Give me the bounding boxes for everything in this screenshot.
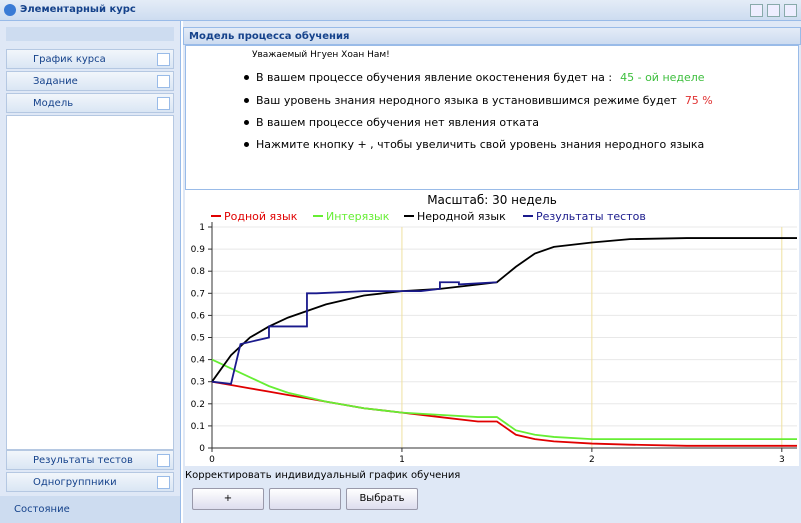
collapse-bar[interactable]: [6, 27, 174, 41]
x-tick-label: 0: [209, 455, 215, 465]
bullet-text: Нажмите кнопку + , чтобы увеличить свой …: [256, 138, 705, 151]
footer-label: Корректировать индивидуальный график обу…: [185, 470, 461, 481]
chart-bg: [185, 190, 799, 466]
y-tick-label: 0.9: [191, 245, 206, 255]
nav-item[interactable]: Результаты тестов: [6, 450, 174, 470]
bullet: Нажмите кнопку + , чтобы увеличить свой …: [243, 138, 705, 151]
chart-title: Масштаб: 30 недель: [427, 193, 557, 207]
y-tick-label: 0.5: [191, 334, 205, 344]
bullet: В вашем процессе обучения явление окосте…: [244, 71, 705, 84]
minimize[interactable]: [750, 4, 763, 17]
select-button[interactable]: Выбрать: [346, 488, 418, 510]
nav-label: Задание: [33, 76, 78, 87]
status-bar: Состояние: [0, 496, 180, 523]
bullet-text: Ваш уровень знания неродного языка в уст…: [256, 94, 677, 107]
y-tick-label: 0.8: [191, 267, 206, 277]
bullet-highlight: 45 - ой неделе: [620, 71, 705, 84]
panel-header: Модель процесса обучения: [183, 27, 801, 45]
y-tick-label: 0.1: [191, 422, 205, 432]
main-panel: Модель процесса обучения Уважаемый Нгуен…: [183, 21, 801, 523]
y-tick-label: 0.7: [191, 289, 205, 299]
nav-item[interactable]: Задание: [6, 71, 174, 91]
nav-item[interactable]: Модель: [6, 93, 174, 113]
x-tick-label: 3: [779, 455, 785, 465]
legend-label: Результаты тестов: [536, 210, 646, 223]
button-label: +: [223, 493, 233, 504]
y-tick-label: 0.4: [191, 356, 206, 366]
nav-label: График курса: [33, 54, 106, 65]
series-line: [211, 281, 497, 385]
nav-label: Модель: [33, 98, 74, 109]
panel-title: Модель процесса обучения: [189, 31, 350, 42]
legend-label: Интерязык: [326, 210, 390, 223]
title-bar: Элементарный курс: [0, 0, 801, 21]
series-line: [211, 380, 797, 447]
legend-label: Неродной язык: [417, 210, 506, 223]
nav-item[interactable]: График курса: [6, 49, 174, 69]
info-box: Уважаемый Нгуен Хоан Нам! В вашем процес…: [185, 45, 799, 190]
y-tick-label: 0: [199, 444, 205, 454]
app-icon: [4, 4, 16, 16]
legend-label: Родной язык: [224, 210, 298, 223]
bullet-text: В вашем процессе обучения явление окосте…: [256, 71, 613, 84]
nav-label: Одногруппники: [33, 477, 117, 488]
nav-item[interactable]: Одногруппники: [6, 472, 174, 492]
sidebar: График курса Задание Модель Результаты т…: [0, 21, 181, 523]
series-line: [211, 237, 797, 383]
x-tick-label: 2: [589, 455, 595, 465]
plus-button[interactable]: +: [192, 488, 264, 510]
close[interactable]: [784, 4, 797, 17]
blank-button[interactable]: [269, 488, 341, 510]
y-tick-label: 0.2: [191, 400, 205, 410]
chart: Масштаб: 30 недель 0 0.1 0.2 0.3 0.4 0.5 0.6 0.7…: [191, 193, 797, 465]
nav-content: [6, 115, 174, 450]
bullet-text: В вашем процессе обучения нет явления от…: [256, 116, 540, 129]
greeting: Уважаемый Нгуен Хоан Нам!: [252, 50, 390, 60]
series-line: [211, 358, 797, 441]
y-tick-label: 0.6: [191, 311, 206, 321]
status-label: Состояние: [14, 504, 70, 515]
maximize[interactable]: [767, 4, 780, 17]
bullet-highlight: 75 %: [684, 94, 713, 107]
bullet: В вашем процессе обучения нет явления от…: [243, 116, 540, 129]
window-title: Элементарный курс: [20, 4, 136, 15]
button-label: Выбрать: [359, 493, 405, 504]
bullet: Ваш уровень знания неродного языка в уст…: [244, 94, 713, 107]
y-tick-label: 1: [199, 223, 205, 233]
x-tick-label: 1: [399, 455, 405, 465]
nav-label: Результаты тестов: [33, 455, 133, 466]
y-tick-label: 0.3: [191, 378, 205, 388]
